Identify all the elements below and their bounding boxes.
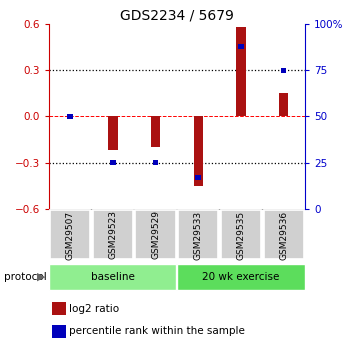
Text: ▶: ▶: [36, 272, 45, 282]
FancyBboxPatch shape: [178, 210, 218, 259]
Text: GSM29529: GSM29529: [151, 210, 160, 259]
Text: GSM29523: GSM29523: [108, 210, 117, 259]
Text: percentile rank within the sample: percentile rank within the sample: [69, 326, 245, 336]
Text: baseline: baseline: [91, 272, 135, 282]
Bar: [52, 325, 66, 338]
FancyBboxPatch shape: [264, 210, 304, 259]
Title: GDS2234 / 5679: GDS2234 / 5679: [120, 9, 234, 23]
FancyBboxPatch shape: [93, 210, 133, 259]
FancyBboxPatch shape: [49, 264, 177, 290]
Bar: [153, 160, 158, 165]
Bar: [193, 117, 203, 186]
Bar: [52, 302, 66, 315]
Bar: [108, 117, 118, 150]
Bar: [281, 68, 287, 73]
Text: GSM29507: GSM29507: [66, 210, 75, 259]
Bar: [236, 27, 246, 117]
Text: 20 wk exercise: 20 wk exercise: [202, 272, 280, 282]
FancyBboxPatch shape: [221, 210, 261, 259]
FancyBboxPatch shape: [177, 264, 305, 290]
Bar: [195, 175, 201, 180]
Text: GSM29535: GSM29535: [236, 210, 245, 259]
Text: GSM29533: GSM29533: [194, 210, 203, 259]
Text: protocol: protocol: [4, 272, 46, 282]
Bar: [238, 43, 244, 49]
FancyBboxPatch shape: [50, 210, 90, 259]
Bar: [279, 93, 288, 117]
Bar: [110, 160, 116, 165]
Text: GSM29536: GSM29536: [279, 210, 288, 259]
FancyBboxPatch shape: [135, 210, 175, 259]
Bar: [151, 117, 160, 147]
Text: log2 ratio: log2 ratio: [69, 304, 119, 314]
Bar: [67, 114, 73, 119]
